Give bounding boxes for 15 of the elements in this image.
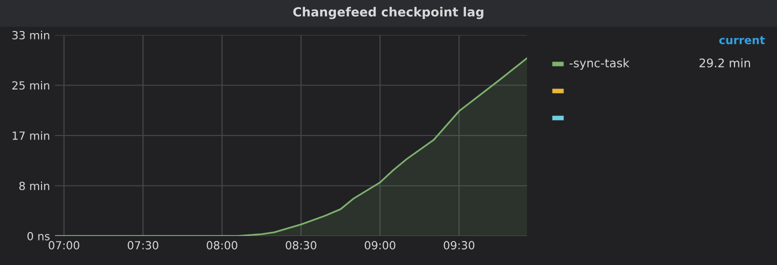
x-tick-label: 07:30	[128, 241, 158, 250]
legend-label: -sync-task	[570, 58, 630, 70]
chart-title: Changefeed checkpoint lag	[293, 6, 484, 20]
y-tick-label: 0 ns	[27, 232, 50, 240]
text: current	[719, 36, 765, 44]
x-tick-label: 08:30	[286, 241, 316, 250]
x-tick-label: 09:30	[444, 241, 474, 250]
y-tick-label: 17 min	[12, 131, 50, 140]
text: 29.2 min	[700, 58, 750, 68]
y-tick-label: 25 min	[12, 81, 50, 90]
x-tick-label: 08:00	[206, 241, 238, 250]
y-tick-label: 33 min	[12, 30, 50, 40]
x-tick-label: 09:00	[364, 241, 396, 250]
x-tick-label: 07:00	[48, 241, 80, 250]
y-tick-label: 8 min	[19, 182, 50, 190]
